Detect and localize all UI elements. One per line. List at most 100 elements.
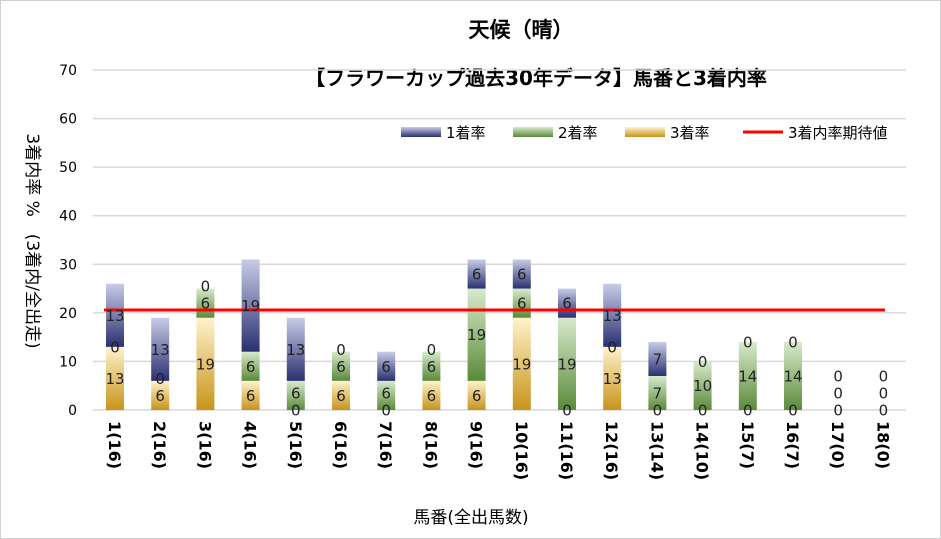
x-tick-label: 15(7) <box>738 421 757 469</box>
bar-segment <box>377 351 396 381</box>
bar-segment <box>241 380 260 410</box>
y-tick-label: 70 <box>59 63 77 79</box>
data-label: 6 <box>246 358 256 376</box>
data-label: 0 <box>833 385 843 403</box>
y-tick-label: 10 <box>59 354 77 370</box>
data-label: 0 <box>155 370 165 388</box>
y-tick-label: 0 <box>68 403 77 419</box>
data-label: 0 <box>879 402 889 420</box>
x-tick-label: 13(14) <box>647 421 666 480</box>
bar-segment <box>467 288 486 381</box>
legend-label: 1着率 <box>446 124 486 142</box>
x-tick-label: 10(16) <box>512 421 531 480</box>
data-label: 0 <box>698 353 708 371</box>
data-label: 6 <box>517 295 527 313</box>
data-label: 6 <box>472 387 482 405</box>
data-label: 0 <box>788 334 798 352</box>
bar-segment <box>784 342 802 410</box>
data-label: 7 <box>653 351 663 369</box>
data-label: 0 <box>607 338 617 356</box>
data-label: 6 <box>246 387 256 405</box>
bar-segment <box>241 351 260 381</box>
bar-segment <box>512 259 531 289</box>
data-label: 13 <box>105 307 124 325</box>
bar-segment <box>196 317 215 410</box>
y-tick-label: 30 <box>59 257 77 273</box>
data-label: 0 <box>336 341 346 359</box>
data-label: 19 <box>557 355 576 373</box>
data-label: 6 <box>562 295 572 313</box>
bar-segment <box>648 376 667 410</box>
data-label: 19 <box>241 297 260 315</box>
x-tick-label: 12(16) <box>602 421 621 480</box>
data-label: 10 <box>693 377 712 395</box>
x-tick-label: 17(0) <box>828 421 847 469</box>
bar-segment <box>648 342 667 376</box>
chart-title: 天候（晴） <box>469 18 574 42</box>
bar-segment <box>603 346 622 410</box>
x-tick-label: 5(16) <box>286 421 305 469</box>
data-label: 6 <box>381 385 391 403</box>
bar-segment <box>286 317 305 381</box>
x-tick-label: 9(16) <box>467 421 486 469</box>
legend-label: 3着内率期待値 <box>788 124 888 142</box>
legend-swatch <box>401 127 441 137</box>
data-label: 13 <box>286 341 305 359</box>
bar-segment <box>286 380 305 410</box>
data-label: 0 <box>291 402 301 420</box>
data-label: 0 <box>427 341 437 359</box>
bar-segment <box>106 283 124 347</box>
data-label: 7 <box>653 385 663 403</box>
y-tick-label: 20 <box>59 306 77 322</box>
bar-segment <box>241 259 260 352</box>
bar-segment <box>151 380 170 410</box>
bar-segment <box>332 380 350 410</box>
x-axis-label: 馬番(全出馬数) <box>413 508 528 528</box>
y-axis-label: 3着内率 % (3着内/全出走) <box>22 133 42 348</box>
data-label: 6 <box>155 387 165 405</box>
data-label: 13 <box>105 370 124 388</box>
data-label: 6 <box>427 387 437 405</box>
bar-segment <box>422 380 441 410</box>
bar-segment <box>106 346 124 410</box>
x-tick-label: 4(16) <box>241 421 260 469</box>
data-label: 0 <box>879 385 889 403</box>
x-tick-label: 11(16) <box>557 421 576 480</box>
y-tick-label: 60 <box>59 112 77 128</box>
data-label: 6 <box>517 266 527 284</box>
y-tick-label: 40 <box>59 209 77 225</box>
data-label: 0 <box>743 334 753 352</box>
data-label: 6 <box>336 358 346 376</box>
data-label: 6 <box>336 387 346 405</box>
data-label: 19 <box>512 355 531 373</box>
x-tick-label: 3(16) <box>195 421 214 469</box>
bar-segment <box>422 351 441 381</box>
bar-segment <box>467 259 486 289</box>
data-label: 0 <box>110 338 120 356</box>
bar-segment <box>558 317 576 410</box>
x-tick-label: 18(0) <box>873 421 892 469</box>
data-label: 19 <box>467 326 486 344</box>
data-label: 0 <box>381 402 391 420</box>
data-label: 0 <box>201 278 211 296</box>
data-label: 6 <box>427 358 437 376</box>
data-label: 0 <box>653 402 663 420</box>
x-tick-label: 6(16) <box>331 421 350 469</box>
data-label: 14 <box>783 368 802 386</box>
bar-segment <box>512 317 531 410</box>
data-label: 0 <box>833 402 843 420</box>
data-label: 0 <box>562 402 572 420</box>
data-label: 6 <box>472 266 482 284</box>
data-label: 14 <box>738 368 757 386</box>
data-label: 0 <box>879 368 889 386</box>
bar-segment <box>603 283 622 347</box>
data-label: 0 <box>833 368 843 386</box>
data-label: 6 <box>381 358 391 376</box>
bar-segment <box>738 342 757 410</box>
data-label: 0 <box>743 402 753 420</box>
bar-segment <box>693 361 712 410</box>
x-tick-label: 14(10) <box>693 421 712 480</box>
data-label: 0 <box>788 402 798 420</box>
bar-segment <box>467 380 486 410</box>
